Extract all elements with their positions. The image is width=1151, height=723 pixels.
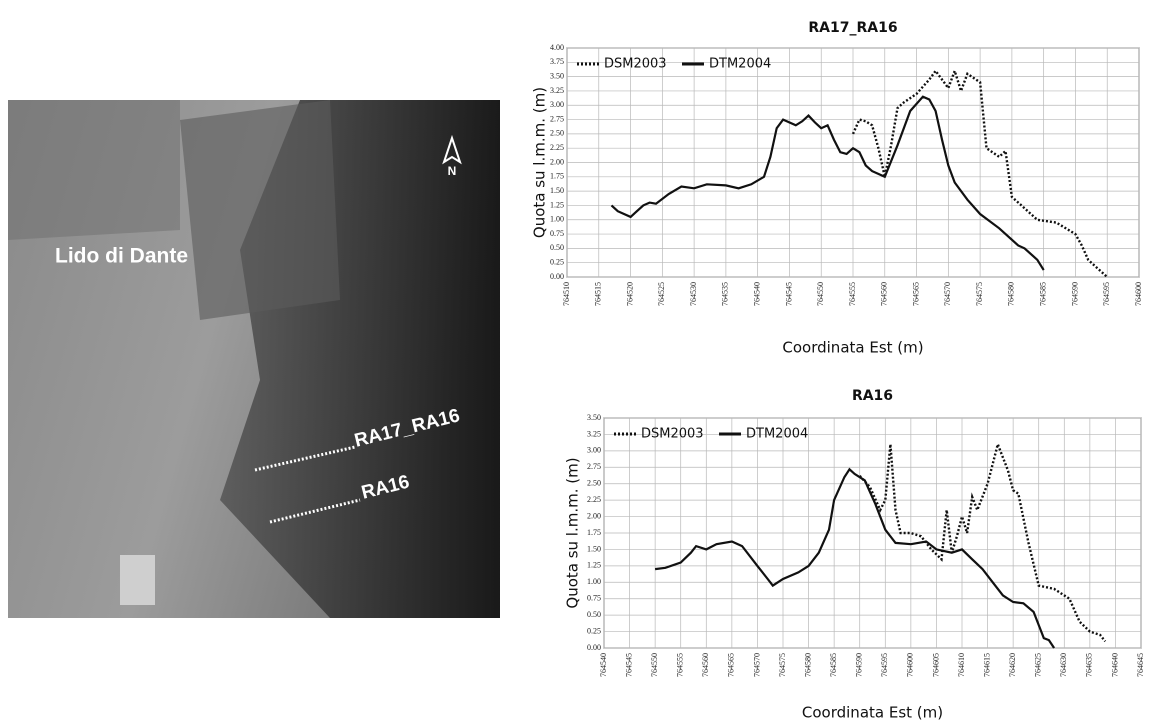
north-arrow [442, 134, 462, 165]
north-label: N [448, 164, 457, 178]
profile-line [254, 445, 356, 472]
x-tick-label: 764635 [1085, 653, 1094, 677]
y-tick-label: 3.75 [550, 57, 564, 66]
x-tick-label: 764510 [562, 282, 571, 306]
x-tick-label: 764595 [1102, 282, 1111, 306]
x-tick-label: 764630 [1059, 653, 1068, 677]
x-tick-label: 764535 [721, 282, 730, 306]
x-tick-label: 764545 [624, 653, 633, 677]
y-tick-label: 1.50 [550, 186, 564, 195]
x-tick-label: 764565 [911, 282, 920, 306]
field [8, 100, 180, 240]
data-line [610, 95, 1045, 271]
x-tick-label: 764585 [1038, 282, 1047, 306]
y-tick-label: 1.25 [550, 200, 564, 209]
data-line [654, 467, 1056, 649]
x-tick-label: 764625 [1034, 653, 1043, 677]
y-tick-label: 2.50 [587, 479, 601, 488]
y-tick-label: 2.25 [587, 495, 601, 504]
place-label: Lido di Dante [55, 245, 188, 268]
x-tick-label: 764590 [1070, 282, 1079, 306]
x-tick-label: 764620 [1008, 653, 1017, 677]
y-tick-label: 2.25 [550, 143, 564, 152]
x-tick-label: 764570 [943, 282, 952, 306]
x-tick-label: 764555 [848, 282, 857, 306]
x-tick-label: 764545 [784, 282, 793, 306]
x-tick-label: 764525 [657, 282, 666, 306]
y-tick-label: 2.75 [587, 462, 601, 471]
y-tick-label: 0.50 [550, 243, 564, 252]
x-tick-label: 764565 [727, 653, 736, 677]
y-tick-label: 3.00 [550, 100, 564, 109]
x-tick-label: 764580 [1007, 282, 1016, 306]
profile-line [269, 498, 361, 524]
x-tick-label: 764600 [906, 653, 915, 677]
y-tick-label: 3.25 [550, 86, 564, 95]
y-tick-label: 0.00 [587, 643, 601, 652]
aerial-image: N Lido di Dante RA17_RA16 RA16 [8, 100, 500, 618]
chart-title: RA17_RA16 [808, 20, 897, 36]
y-tick-label: 1.75 [550, 172, 564, 181]
x-tick-label: 764540 [752, 282, 761, 306]
x-tick-label: 764605 [931, 653, 940, 677]
x-tick-label: 764590 [855, 653, 864, 677]
x-tick-label: 764530 [689, 282, 698, 306]
data-line [858, 440, 1107, 643]
building [120, 555, 155, 605]
x-tick-label: 764645 [1136, 653, 1145, 677]
x-tick-label: 764575 [778, 653, 787, 677]
x-tick-label: 764570 [752, 653, 761, 677]
legend-label: DTM2004 [709, 57, 771, 72]
y-axis-label: Quota su l.m.m. (m) [564, 457, 582, 608]
legend-label: DTM2004 [746, 427, 808, 442]
y-tick-label: 0.50 [587, 610, 601, 619]
y-tick-label: 3.50 [587, 413, 601, 422]
y-tick-label: 2.50 [550, 129, 564, 138]
y-tick-label: 3.50 [550, 71, 564, 80]
x-tick-label: 764585 [829, 653, 838, 677]
chart-title: RA16 [852, 388, 893, 404]
x-tick-label: 764550 [650, 653, 659, 677]
x-tick-label: 764575 [975, 282, 984, 306]
y-tick-label: 3.00 [587, 446, 601, 455]
field [180, 100, 340, 320]
x-axis-label: Coordinata Est (m) [802, 704, 943, 722]
x-tick-label: 764550 [816, 282, 825, 306]
x-tick-label: 764560 [701, 653, 710, 677]
x-tick-label: 764640 [1110, 653, 1119, 677]
x-tick-label: 764515 [594, 282, 603, 306]
y-tick-label: 0.25 [550, 258, 564, 267]
y-tick-label: 3.25 [587, 429, 601, 438]
x-tick-label: 764540 [599, 653, 608, 677]
legend-label: DSM2003 [641, 427, 704, 442]
y-tick-label: 1.50 [587, 544, 601, 553]
y-tick-label: 4.00 [550, 43, 564, 52]
x-tick-label: 764580 [803, 653, 812, 677]
x-tick-label: 764560 [880, 282, 889, 306]
y-tick-label: 1.00 [587, 577, 601, 586]
x-tick-label: 764600 [1134, 282, 1143, 306]
x-tick-label: 764595 [880, 653, 889, 677]
y-tick-label: 2.00 [587, 511, 601, 520]
x-tick-label: 764615 [982, 653, 991, 677]
y-tick-label: 0.75 [550, 229, 564, 238]
data-line [851, 67, 1109, 278]
y-tick-label: 2.75 [550, 114, 564, 123]
legend-label: DSM2003 [604, 57, 667, 72]
x-tick-label: 764610 [957, 653, 966, 677]
y-tick-label: 1.75 [587, 528, 601, 537]
y-tick-label: 1.25 [587, 561, 601, 570]
x-axis-label: Coordinata Est (m) [782, 339, 923, 357]
y-tick-label: 0.00 [550, 272, 564, 281]
y-tick-label: 2.00 [550, 157, 564, 166]
y-tick-label: 0.25 [587, 626, 601, 635]
y-tick-label: 1.00 [550, 215, 564, 224]
y-axis-label: Quota su l.m.m. (m) [531, 87, 549, 238]
x-tick-label: 764520 [625, 282, 634, 306]
x-tick-label: 764555 [676, 653, 685, 677]
y-tick-label: 0.75 [587, 594, 601, 603]
